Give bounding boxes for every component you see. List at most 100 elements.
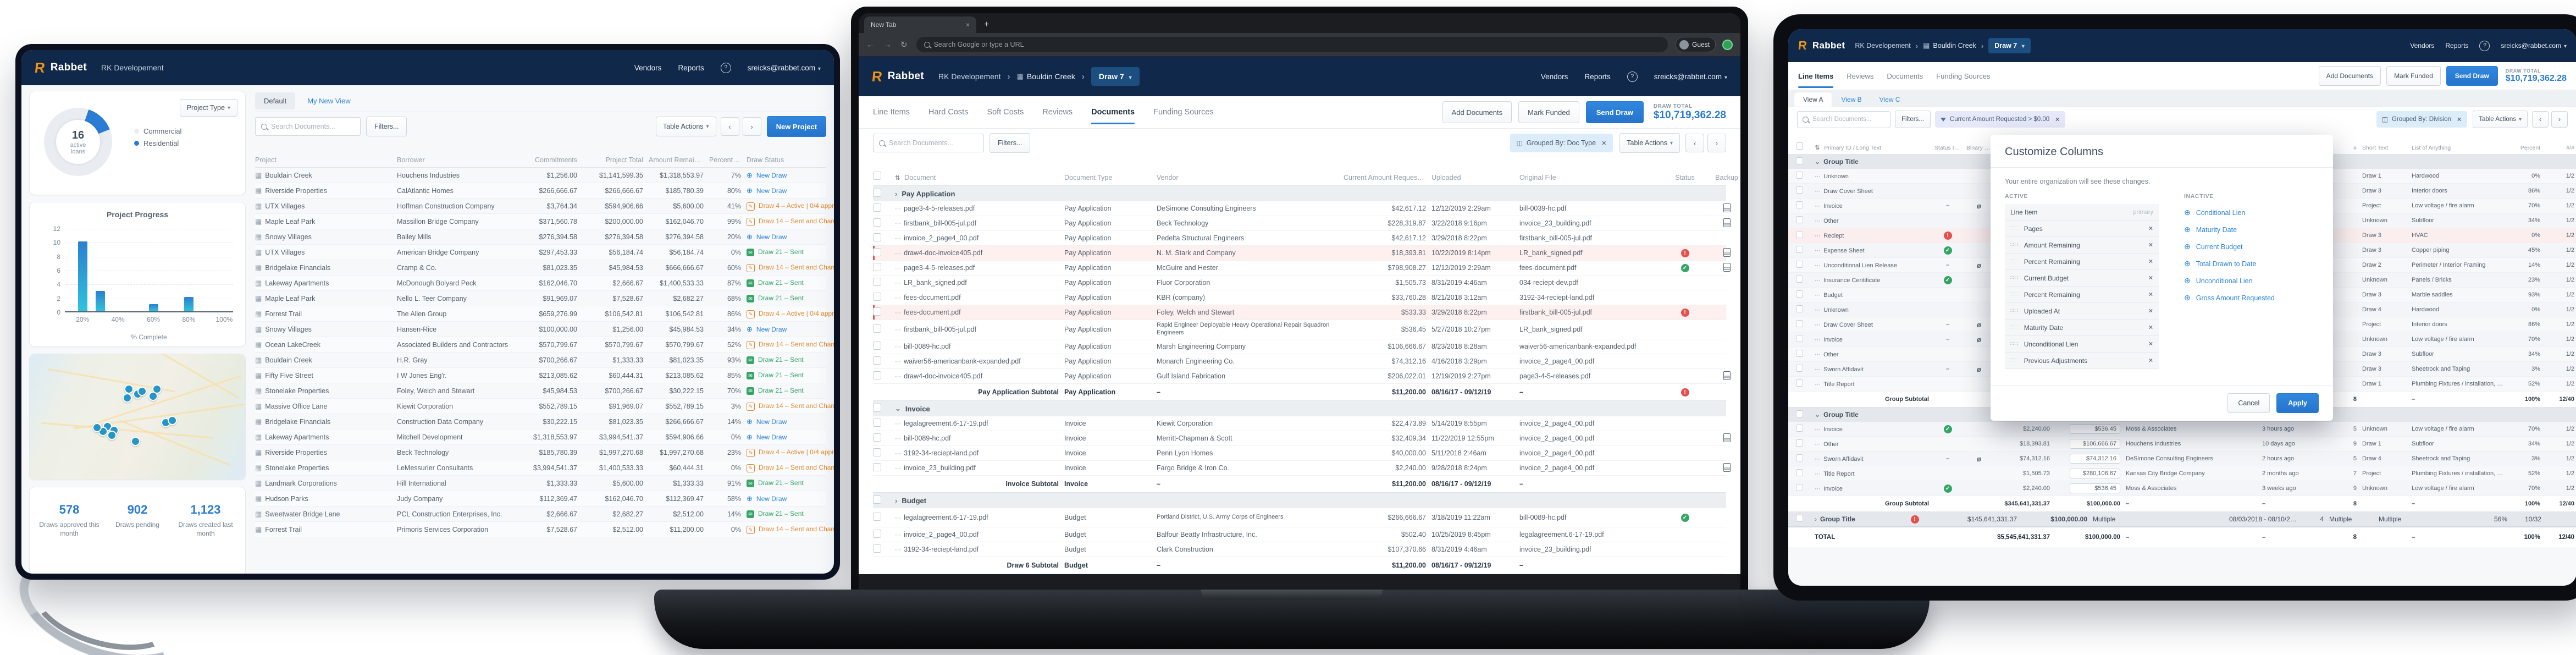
column-header[interactable]: Original File: [1519, 174, 1556, 181]
add-column-icon[interactable]: ⊕: [2184, 242, 2191, 251]
draw-selector[interactable]: Draw 7 ▾: [1091, 67, 1140, 86]
row-checkbox[interactable]: [1796, 305, 1815, 314]
project-row[interactable]: ▦ Snowy Villages Bailey Mills $276,394.58 $2…: [255, 229, 826, 245]
map-project-pin[interactable]: [92, 423, 102, 433]
remove-column-icon[interactable]: ✕: [2148, 308, 2153, 315]
project-row[interactable]: ▦ Fifty Five Street I W Jones Eng'r. $213,0…: [255, 368, 826, 383]
tab-soft-costs[interactable]: Soft Costs: [987, 108, 1024, 117]
backup-icon[interactable]: [1723, 371, 1731, 380]
row-checkbox[interactable]: [1796, 484, 1815, 493]
inactive-column-item[interactable]: ⊕ Current Budget: [2184, 242, 2243, 251]
row-menu-icon[interactable]: ⋯: [1815, 470, 1824, 477]
row-menu-icon[interactable]: ⋯: [1815, 426, 1824, 433]
project-row[interactable]: ▦ Maple Leaf Park Nello L. Teer Company $91…: [255, 291, 826, 306]
row-menu-icon[interactable]: ⋯: [895, 373, 904, 380]
row-checkbox[interactable]: [873, 371, 895, 381]
draw-status-label[interactable]: Draw 14 – Sent and Changed: [759, 217, 834, 225]
line-item-row[interactable]: ⋯ Other $18,393.81 $106,666.67 Houchens Ind…: [1788, 437, 2576, 452]
row-menu-icon[interactable]: ⋯: [1815, 306, 1824, 313]
draw-status-label[interactable]: Draw 21 – Sent: [758, 279, 804, 287]
mark-funded-button[interactable]: Mark Funded: [1518, 101, 1579, 123]
draw-status-label[interactable]: Draw 21 – Sent: [758, 356, 804, 364]
backup-icon[interactable]: [1723, 433, 1731, 442]
row-menu-icon[interactable]: ⋯: [895, 450, 904, 457]
row-checkbox[interactable]: [1796, 454, 1815, 463]
profile-button[interactable]: Guest: [1675, 37, 1716, 52]
project-row[interactable]: ▦ Snowy Villages Hansen-Rice $100,000.00 $1,…: [255, 322, 826, 337]
line-item-row[interactable]: ⋯ Invoice ✓ $2,240.00 $536.45 Moss & Associa…: [1788, 422, 2576, 437]
chevron-icon[interactable]: ›: [895, 496, 898, 505]
project-row[interactable]: ▦ UTX Villages American Bridge Company $297…: [255, 245, 826, 260]
draw-status-label[interactable]: Draw 21 – Sent: [758, 479, 804, 487]
chevron-icon[interactable]: ›: [1815, 515, 1817, 523]
line-item-row[interactable]: ⋯ Invoice ✓ $2,240.00 $536.45 Moss & Associa…: [1788, 481, 2576, 496]
draw-status[interactable]: ✎ Draw 4 – Active | 0/4 approvals: [747, 310, 834, 318]
view-tab-view-c[interactable]: View C: [1879, 96, 1900, 103]
close-icon[interactable]: ×: [965, 21, 970, 29]
nav-reports[interactable]: Reports: [678, 63, 704, 72]
row-checkbox[interactable]: [1796, 172, 1815, 180]
draw-status[interactable]: ⊕ New Draw: [747, 233, 834, 241]
row-checkbox[interactable]: [873, 278, 895, 288]
map-project-pin[interactable]: [107, 431, 117, 441]
row-menu-icon[interactable]: ⋯: [1815, 485, 1824, 492]
row-checkbox[interactable]: [1796, 365, 1815, 373]
view-tab-default[interactable]: Default: [255, 92, 296, 109]
row-checkbox[interactable]: [1796, 350, 1815, 359]
draw-status-label[interactable]: Draw 14 – Sent and Changed: [759, 263, 834, 271]
column-header[interactable]: Project: [255, 156, 277, 164]
draw-status-label[interactable]: New Draw: [756, 433, 787, 441]
row-menu-icon[interactable]: ⋯: [895, 344, 904, 350]
draw-status-label[interactable]: New Draw: [756, 233, 787, 241]
next-page-button[interactable]: ›: [2551, 111, 2568, 128]
projects-map-card[interactable]: [29, 354, 246, 480]
draw-status[interactable]: ✉ Draw 21 – Sent: [747, 387, 834, 395]
sort-icon[interactable]: ⇅: [895, 175, 900, 181]
remove-column-icon[interactable]: ✕: [2148, 258, 2153, 265]
breadcrumb-org[interactable]: RK Developement: [1855, 42, 1911, 49]
column-header[interactable]: [1796, 142, 1815, 151]
project-row[interactable]: ▦ Sweetwater Bridge Lane PCL Construction …: [255, 507, 826, 522]
project-row[interactable]: ▦ Massive Office Lane Kiewit Corporation $5…: [255, 399, 834, 414]
line-item-row[interactable]: ⋯ Sworn Affidavit – ø $74,312.16 $74,312.16 D…: [1788, 452, 2576, 466]
document-row[interactable]: ⋯ bill-0089-hc.pdf Pay Application Marsh E…: [873, 339, 1726, 354]
group-header-budget[interactable]: › Budget: [873, 493, 1726, 508]
row-menu-icon[interactable]: ⋯: [895, 327, 904, 333]
remove-column-icon[interactable]: ✕: [2148, 341, 2153, 348]
project-row[interactable]: ▦ Bouldain Creek Houchens Industries $1,256…: [255, 168, 826, 183]
row-checkbox[interactable]: [873, 513, 895, 522]
remove-filter-icon[interactable]: ✕: [2055, 116, 2060, 123]
group-checkbox[interactable]: [873, 496, 895, 505]
dollar-input[interactable]: $536.45: [2070, 483, 2120, 493]
inactive-column-item[interactable]: ⊕ Maturity Date: [2184, 225, 2237, 234]
row-menu-icon[interactable]: ⋯: [895, 421, 904, 427]
active-column-item[interactable]: ∷∷ Pages ✕: [2005, 221, 2159, 237]
filter-chip[interactable]: Current Amount Requested > $0.00 ✕: [1934, 111, 2066, 128]
row-checkbox[interactable]: [1796, 216, 1815, 225]
breadcrumb-org[interactable]: RK Developement: [938, 72, 1001, 81]
row-menu-icon[interactable]: ⋯: [1815, 321, 1824, 328]
column-header[interactable]: List of Anything: [2412, 145, 2451, 151]
draw-status[interactable]: ⊕ New Draw: [747, 325, 834, 334]
project-row[interactable]: ▦ Maple Leaf Park Massillon Bridge Company…: [255, 214, 834, 229]
extension-icon[interactable]: [1722, 39, 1733, 50]
draw-status[interactable]: ✎ Draw 14 – Sent and Changed: [747, 525, 834, 534]
documents-table-header[interactable]: ⇅ Document Document Type Vendor Current Amou…: [873, 157, 1738, 186]
project-row[interactable]: ▦ Stonelake Properties Foley, Welch and St…: [255, 383, 826, 399]
active-column-item[interactable]: ∷∷ Previous Adjustments ✕: [2005, 353, 2159, 369]
row-menu-icon[interactable]: ⋯: [1815, 173, 1824, 180]
column-header[interactable]: Status: [1675, 174, 1695, 181]
help-icon[interactable]: ?: [720, 62, 731, 73]
tab-line-items[interactable]: Line Items: [1798, 71, 1834, 88]
remove-column-icon[interactable]: ✕: [2148, 324, 2153, 331]
document-row[interactable]: ⋯ legalagreement.6-17-19.pdf Budget Portla…: [873, 508, 1726, 527]
next-page-button[interactable]: ›: [742, 117, 761, 136]
dollar-input[interactable]: $280,106.67: [2070, 469, 2120, 478]
draw-status[interactable]: ✉ Draw 21 – Sent: [747, 356, 834, 364]
group-checkbox[interactable]: [1796, 410, 1815, 419]
row-menu-icon[interactable]: ⋯: [895, 280, 904, 287]
project-row[interactable]: ▦ Bridgelake Financials Cramp & Co. $81,023…: [255, 260, 834, 276]
draw-status[interactable]: ⊕ New Draw: [747, 433, 834, 442]
drag-handle-icon[interactable]: ∷∷: [2010, 341, 2019, 347]
user-menu[interactable]: sreicks@rabbet.com ▾: [1654, 72, 1727, 81]
